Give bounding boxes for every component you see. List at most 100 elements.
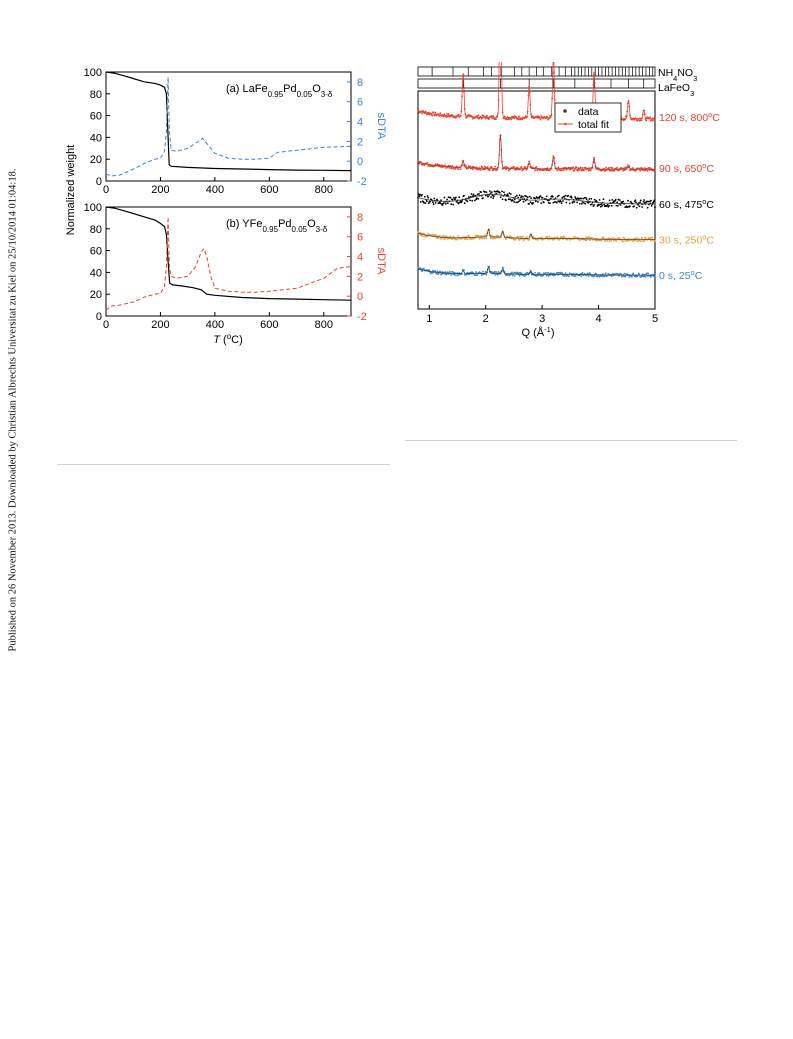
data-point [538, 197, 541, 199]
data-point [641, 275, 643, 278]
data-point [585, 239, 588, 242]
data-point [520, 166, 523, 168]
data-point [494, 273, 497, 276]
data-point [540, 115, 543, 118]
data-point [419, 201, 422, 203]
data-point [421, 270, 423, 273]
data-point [534, 169, 536, 172]
data-point [633, 205, 635, 208]
data-point [616, 204, 619, 207]
data-point [483, 165, 486, 168]
data-point [442, 115, 445, 118]
data-point [463, 202, 466, 205]
data-point [562, 169, 565, 171]
data-point [602, 198, 605, 201]
x-tick-label: 600 [260, 319, 278, 331]
data-point [643, 240, 646, 243]
data-point [616, 201, 618, 204]
x-tick-label: 5 [652, 313, 658, 325]
data-point [581, 167, 584, 169]
data-point [589, 169, 592, 172]
xrd-figure: NH4NO3 LaFeO3 1 2 3 4 5 120 s, 800oC 90 s, 65… [417, 62, 720, 339]
right-column-rule [405, 440, 737, 441]
data-point [488, 117, 490, 120]
data-point [635, 206, 638, 209]
data-point [471, 199, 474, 202]
data-point [611, 199, 614, 201]
data-point [499, 196, 502, 199]
data-point [620, 273, 622, 275]
data-point [472, 193, 475, 196]
data-point [564, 272, 567, 274]
panel-b-y2-ticks: -2 0 2 4 6 8 [347, 212, 367, 323]
publication-watermark: Published on 26 November 2013. Downloade… [3, 150, 23, 670]
y2-tick-label: 4 [357, 252, 363, 264]
data-point [530, 197, 532, 200]
data-point [539, 195, 542, 198]
data-point [421, 112, 423, 115]
data-point [484, 168, 486, 171]
data-point [418, 195, 421, 198]
data-point [435, 236, 438, 239]
data-point [601, 204, 604, 207]
data-point [424, 202, 427, 205]
data-point [610, 204, 613, 207]
data-point [516, 271, 519, 274]
panel-b-series [105, 206, 352, 311]
x-tick-label: 1 [426, 313, 432, 325]
data-point [650, 239, 652, 242]
data-point [467, 234, 470, 237]
data-point [433, 197, 436, 200]
data-point [605, 166, 608, 169]
data-point [645, 237, 648, 240]
data-point [448, 270, 451, 273]
data-point [534, 271, 536, 274]
data-point [519, 199, 522, 202]
data-point [654, 240, 656, 242]
data-point [518, 115, 520, 118]
data-point [446, 113, 448, 115]
weight-curve [105, 206, 352, 301]
data-point [627, 199, 629, 202]
data-point [511, 271, 513, 274]
data-point [448, 167, 451, 169]
legend-fit-label: total fit [578, 119, 609, 131]
panel-b-y2-label: sDTA [375, 248, 387, 275]
data-point [425, 200, 428, 203]
data-point [478, 237, 481, 240]
data-point [451, 198, 454, 201]
x-tick-label: 800 [315, 184, 333, 196]
data-point [495, 271, 498, 273]
data-point [471, 165, 474, 168]
y-tick-label: 20 [90, 154, 102, 166]
panel-a-series [105, 71, 352, 177]
data-point [604, 239, 607, 242]
data-point [466, 200, 469, 203]
data-point [654, 206, 656, 209]
data-point [564, 194, 567, 197]
panel-a-label: (a) LaFe0.95Pd0.05O3-δ [226, 83, 333, 99]
data-point [493, 270, 496, 273]
data-point [517, 196, 520, 199]
data-point [484, 234, 487, 237]
data-point [529, 269, 532, 272]
data-point [455, 196, 457, 199]
data-point [505, 118, 508, 121]
panel-b-x-ticks: 0 200 400 600 800 [103, 312, 333, 331]
data-point [457, 168, 459, 170]
data-point [587, 275, 590, 278]
x-tick-label: 0 [103, 184, 109, 196]
data-point [581, 271, 584, 274]
data-point [543, 201, 545, 204]
data-point [606, 203, 609, 206]
data-point [629, 205, 631, 208]
data-point [602, 236, 605, 239]
data-point [581, 202, 583, 205]
data-point [476, 197, 478, 200]
series-label: 90 s, 650oC [659, 161, 714, 176]
data-point [618, 199, 621, 201]
data-point [623, 272, 626, 275]
data-point [474, 199, 476, 202]
data-point [445, 116, 448, 118]
lafeo3-tick-strip [417, 78, 656, 89]
